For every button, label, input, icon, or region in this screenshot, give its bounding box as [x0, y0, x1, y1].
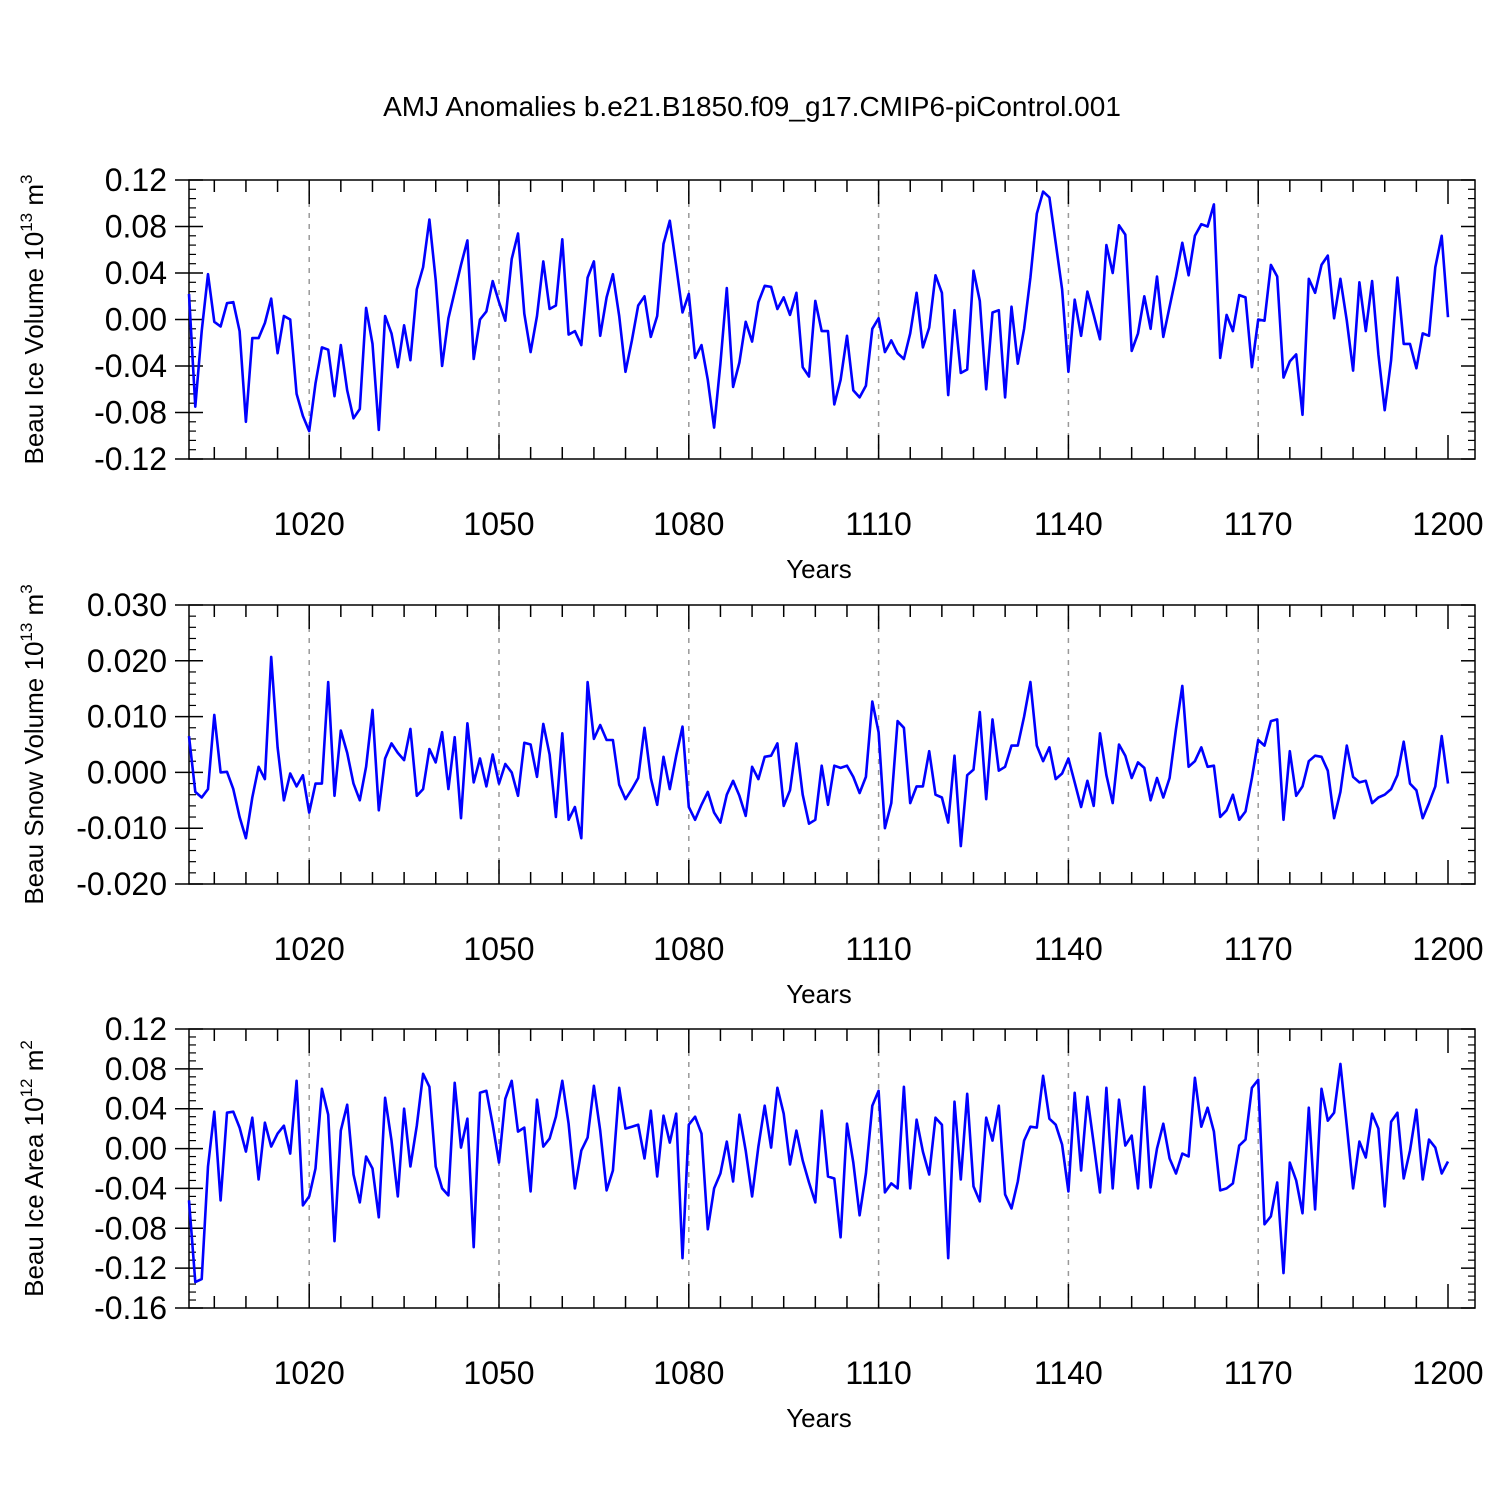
x-tick-label: 1170	[1224, 506, 1293, 542]
y-tick-label: -0.08	[94, 1210, 167, 1246]
x-tick-label: 1050	[463, 931, 534, 967]
plot-frame	[188, 179, 1476, 460]
x-tick-label: 1080	[653, 931, 724, 967]
y-tick-label: 0.020	[87, 643, 167, 679]
x-tick-label: 1080	[653, 1355, 724, 1391]
x-tick-label: 1110	[845, 1355, 911, 1391]
y-tick-label: -0.04	[94, 1170, 167, 1206]
y-tick-label: 0.12	[105, 162, 167, 198]
x-tick-label: 1140	[1034, 1355, 1103, 1391]
y-tick-label: 0.00	[105, 1131, 167, 1167]
figure-title: AMJ Anomalies b.e21.B1850.f09_g17.CMIP6-…	[383, 91, 1121, 122]
x-tick-label: 1200	[1412, 506, 1483, 542]
y-tick-label: -0.12	[94, 1250, 167, 1286]
y-axis-label: Beau Ice Area 1012 m2	[17, 1040, 49, 1297]
plot-frame	[188, 604, 1476, 885]
y-tick-label: 0.04	[105, 1091, 167, 1127]
x-axis-label: Years	[786, 979, 852, 1009]
x-tick-label: 1080	[653, 506, 724, 542]
snow-volume-panel: -0.020 -0.010 0.000 0.010 0.020 0.030 1020 1050…	[17, 584, 1484, 1009]
x-tick-label: 1020	[274, 931, 345, 967]
y-tick-label: 0.04	[105, 255, 167, 291]
x-tick-label: 1140	[1034, 506, 1103, 542]
series-line	[187, 655, 1450, 848]
ice-volume-panel: -0.12 -0.08 -0.04 0.00 0.04 0.08 0.12 1020 1050 1…	[17, 162, 1484, 584]
y-tick-label: -0.08	[94, 395, 167, 431]
x-tick-label: 1020	[274, 1355, 345, 1391]
y-axis-label: Beau Ice Volume 1013 m3	[17, 175, 49, 465]
x-axis-label: Years	[786, 1403, 852, 1433]
x-tick-label: 1140	[1034, 931, 1103, 967]
x-axis-label: Years	[786, 554, 852, 584]
y-tick-label: 0.12	[105, 1011, 167, 1047]
x-tick-label: 1110	[845, 506, 911, 542]
y-tick-label: 0.00	[105, 302, 167, 338]
x-tick-label: 1020	[274, 506, 345, 542]
x-tick-label: 1170	[1224, 1355, 1293, 1391]
y-tick-label: 0.030	[87, 587, 167, 623]
ice-area-panel: -0.16 -0.12 -0.08 -0.040.00 0.04 0.08 0.12 1020…	[17, 1011, 1484, 1433]
y-tick-label: -0.16	[94, 1290, 167, 1326]
y-tick-label: 0.08	[105, 209, 167, 245]
y-tick-label: -0.020	[76, 866, 167, 902]
y-tick-label: -0.04	[94, 348, 167, 384]
y-tick-label: -0.010	[76, 810, 167, 846]
x-tick-label: 1050	[463, 1355, 534, 1391]
series-line	[187, 190, 1450, 433]
series-line	[187, 1062, 1450, 1284]
x-tick-label: 1200	[1412, 931, 1483, 967]
y-tick-label: 0.000	[87, 754, 167, 790]
y-tick-label: -0.12	[94, 441, 167, 477]
y-tick-label: 0.010	[87, 699, 167, 735]
plot-frame	[188, 1028, 1476, 1309]
y-tick-label: 0.08	[105, 1051, 167, 1087]
x-tick-label: 1170	[1224, 931, 1293, 967]
y-axis-label: Beau Snow Volume 1013 m3	[17, 584, 49, 904]
x-tick-label: 1110	[845, 931, 911, 967]
x-tick-label: 1050	[463, 506, 534, 542]
x-tick-label: 1200	[1412, 1355, 1483, 1391]
